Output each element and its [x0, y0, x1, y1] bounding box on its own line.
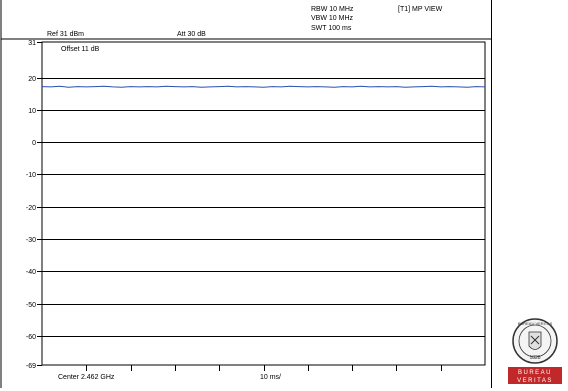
y-tick-label: -20 [26, 205, 36, 212]
trace-mode-label: [T1] MP VIEW [398, 6, 443, 13]
y-tick-label: 31 [28, 40, 36, 47]
y-tick-label: 10 [28, 108, 36, 115]
y-tick-label: -60 [26, 334, 36, 341]
seal-year: 1828 [529, 355, 540, 361]
y-tick-label: 0 [32, 140, 36, 147]
seal-ring-text: BUREAU VERITAS [518, 321, 553, 326]
ref-level-label: Ref 31 dBm [47, 31, 84, 38]
x-axis-ticks [86, 365, 442, 371]
y-tick-label: -30 [26, 237, 36, 244]
y-axis-ticks: 31 20 10 0 -10 -20 -30 -40 -50 -60 -69 [26, 40, 42, 370]
vbw-label: VBW 10 MHz [311, 15, 354, 22]
bureau-veritas-logo: BUREAU VERITAS 1828 BUREAU VERITAS [508, 316, 562, 386]
y-tick-label: -50 [26, 302, 36, 309]
grid-lines [42, 78, 485, 337]
y-tick-label: -10 [26, 172, 36, 179]
swt-label: SWT 100 ms [311, 25, 352, 32]
bureau-veritas-seal: BUREAU VERITAS 1828 BUREAU VERITAS [508, 318, 562, 384]
y-tick-label: -69 [26, 363, 36, 370]
center-frequency-label: Center 2.462 GHz [58, 374, 115, 381]
logo-band-line2: VERITAS [517, 378, 553, 384]
logo-band-line1: BUREAU [518, 370, 552, 376]
attenuation-label: Att 30 dB [177, 31, 206, 38]
plot-frame [41, 41, 486, 366]
time-per-division-label: 10 ms/ [260, 374, 282, 381]
y-tick-label: -40 [26, 269, 36, 276]
offset-label: Offset 11 dB [61, 46, 100, 53]
rbw-label: RBW 10 MHz [311, 6, 354, 13]
y-tick-label: 20 [28, 76, 36, 83]
trace-line [41, 85, 486, 88]
